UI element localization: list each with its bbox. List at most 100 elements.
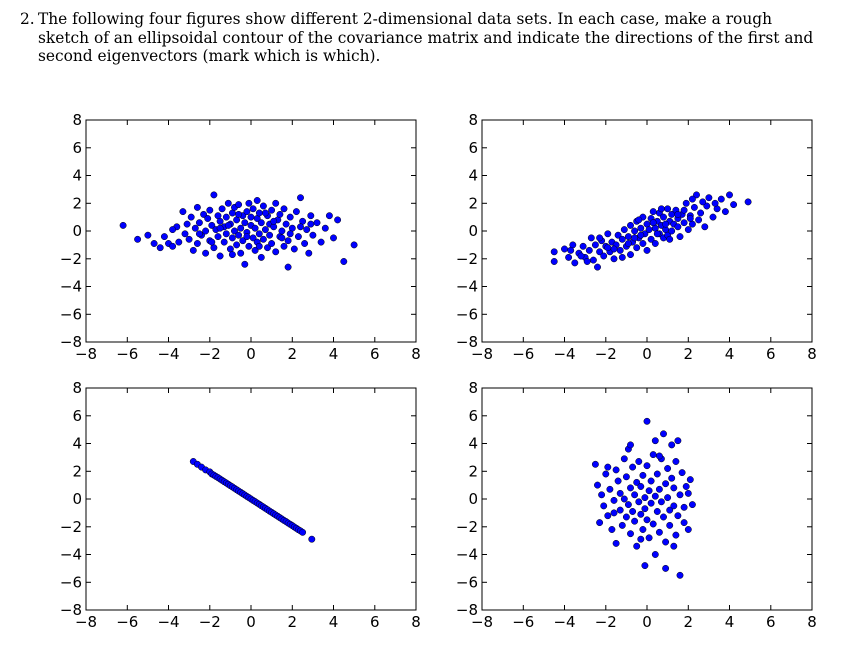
data-point	[276, 210, 284, 218]
data-point	[237, 224, 245, 232]
data-point	[259, 235, 267, 243]
y-tick-label: −8	[456, 601, 478, 619]
data-point	[266, 231, 274, 239]
data-point	[701, 223, 709, 231]
data-point	[674, 437, 682, 445]
data-point	[618, 521, 626, 529]
data-point	[662, 480, 670, 488]
data-point	[309, 231, 317, 239]
data-point	[175, 238, 183, 246]
data-point	[278, 227, 286, 235]
data-point	[629, 508, 637, 515]
data-point	[676, 233, 684, 241]
data-point	[649, 208, 657, 216]
data-point	[684, 226, 692, 234]
data-point	[169, 226, 177, 234]
data-point	[222, 213, 230, 221]
data-point	[688, 501, 696, 509]
y-tick-label: 6	[468, 407, 478, 425]
data-point	[620, 226, 628, 234]
data-point	[257, 253, 265, 261]
y-tick-label: −2	[60, 250, 82, 268]
data-point	[294, 233, 302, 241]
x-tick-label: 0	[642, 613, 652, 631]
data-point	[604, 244, 612, 252]
y-tick-label: −6	[456, 305, 478, 323]
data-point	[622, 513, 630, 521]
data-point	[119, 221, 127, 229]
data-point	[610, 255, 618, 263]
y-tick-label: 0	[72, 490, 82, 508]
data-point	[744, 198, 752, 206]
data-point	[641, 494, 649, 502]
data-point	[216, 252, 224, 260]
data-point	[637, 510, 645, 518]
data-point	[651, 437, 659, 445]
data-point	[195, 219, 203, 227]
data-point	[206, 206, 214, 214]
data-point	[591, 241, 599, 249]
data-point	[156, 244, 164, 252]
data-point	[657, 205, 665, 213]
data-point	[228, 251, 236, 259]
data-point	[253, 197, 261, 204]
data-point	[187, 213, 195, 221]
data-point	[239, 237, 247, 245]
y-tick-label: 2	[468, 194, 478, 212]
data-point	[653, 508, 661, 515]
data-point	[633, 244, 641, 252]
data-point	[616, 489, 624, 497]
data-point	[666, 235, 674, 243]
data-point	[660, 430, 667, 438]
data-point	[726, 191, 733, 199]
data-point	[643, 516, 651, 524]
data-point	[676, 571, 684, 579]
y-tick-label: 8	[72, 379, 82, 397]
data-point	[286, 213, 294, 221]
y-tick-label: 4	[72, 167, 82, 185]
y-tick-label: −4	[456, 546, 478, 564]
data-point	[224, 221, 232, 229]
y-tick-label: 4	[468, 435, 478, 453]
data-point	[662, 564, 670, 572]
data-point	[243, 208, 251, 216]
x-tick-label: 8	[411, 613, 421, 631]
data-point	[705, 194, 713, 202]
data-point	[639, 240, 647, 247]
data-point	[631, 234, 639, 242]
x-tick-label: 6	[766, 613, 776, 631]
data-point	[664, 465, 672, 472]
data-point	[550, 248, 558, 256]
data-point	[627, 530, 634, 538]
x-tick-label: 4	[725, 613, 735, 631]
data-point	[680, 503, 688, 511]
data-point	[629, 463, 637, 471]
data-point	[668, 441, 676, 449]
data-point	[697, 209, 705, 217]
data-point	[600, 502, 608, 510]
data-point	[614, 231, 622, 239]
data-point	[585, 246, 593, 254]
data-point	[247, 213, 255, 221]
data-point	[616, 246, 624, 254]
x-tick-label: −4	[553, 345, 575, 363]
data-point	[635, 498, 643, 506]
data-point	[270, 217, 278, 225]
data-point	[680, 519, 688, 527]
data-point	[292, 208, 300, 216]
data-point	[591, 460, 599, 468]
problem-statement: 2. The following four figures show diffe…	[20, 10, 820, 66]
x-tick-label: −4	[553, 613, 575, 631]
data-point	[278, 234, 286, 242]
data-point	[664, 494, 672, 502]
data-point	[649, 451, 657, 459]
data-point	[730, 201, 738, 209]
data-point	[651, 492, 659, 500]
data-point	[674, 223, 682, 231]
x-tick-label: 6	[766, 345, 776, 363]
plot-frame	[481, 387, 813, 611]
x-tick-label: −8	[471, 345, 493, 363]
data-point	[647, 477, 655, 485]
y-tick-label: 8	[468, 379, 478, 397]
x-tick-label: 8	[807, 613, 817, 631]
